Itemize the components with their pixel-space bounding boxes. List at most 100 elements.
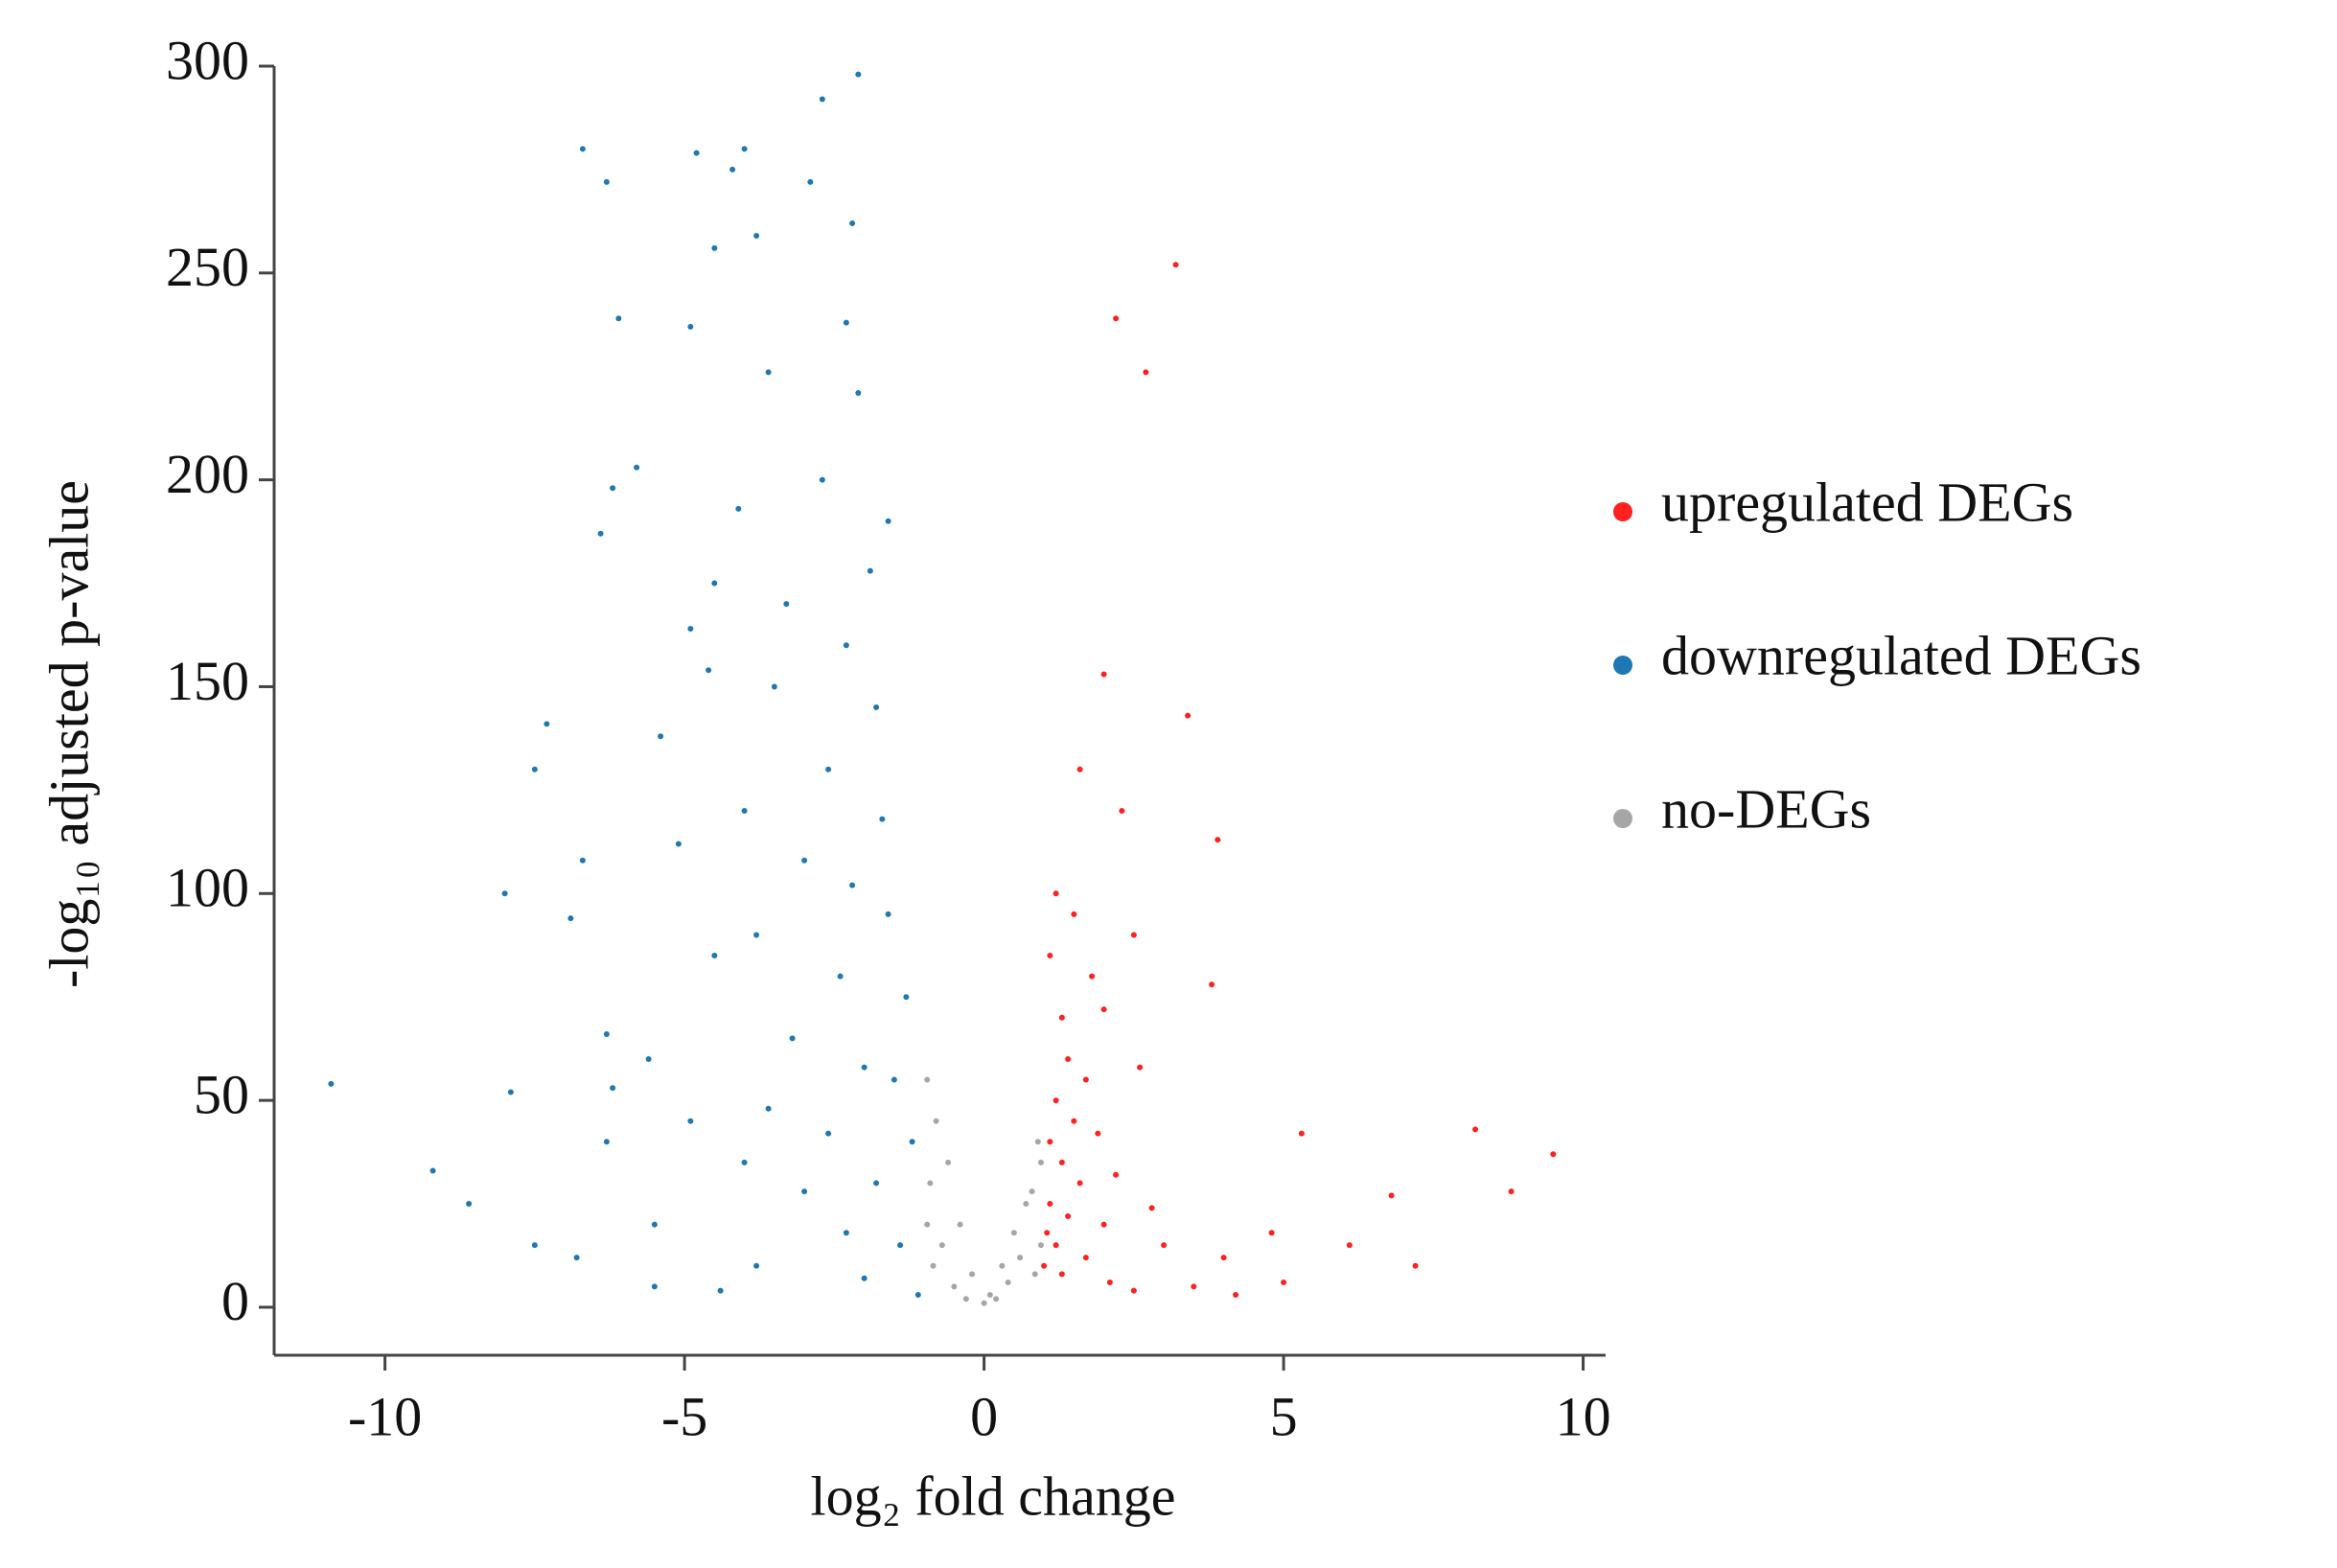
point: [1044, 1230, 1051, 1236]
point: [909, 1139, 915, 1145]
point: [1047, 953, 1053, 959]
point: [861, 1064, 868, 1071]
point: [501, 890, 508, 897]
point: [885, 518, 891, 524]
point: [1412, 1262, 1419, 1269]
y-tick-label: 250: [166, 236, 249, 298]
point: [1010, 1230, 1017, 1236]
point: [1095, 1130, 1101, 1137]
point: [1268, 1230, 1275, 1236]
point: [969, 1271, 976, 1278]
point: [789, 1035, 796, 1042]
point: [1130, 1287, 1137, 1294]
point: [849, 220, 856, 227]
point: [1071, 1118, 1077, 1124]
point: [687, 626, 694, 633]
point: [962, 1296, 969, 1303]
point: [507, 1089, 514, 1095]
point: [1071, 911, 1077, 917]
x-tick-label: 5: [1270, 1385, 1298, 1447]
point: [1100, 1221, 1107, 1228]
point: [951, 1283, 958, 1290]
point: [741, 807, 748, 814]
point: [687, 1118, 694, 1124]
y-tick-label: 200: [166, 443, 249, 505]
point: [1037, 1242, 1044, 1249]
point: [1148, 1205, 1155, 1211]
point: [1191, 1283, 1197, 1290]
point: [687, 323, 694, 330]
legend-label: no-DEGs: [1661, 777, 1871, 840]
point: [753, 232, 760, 239]
point: [1047, 1201, 1053, 1208]
y-axis-label: -log₁₀ adjusted p-value: [37, 480, 100, 988]
point: [544, 721, 550, 727]
point: [1065, 1212, 1072, 1219]
point: [1100, 671, 1107, 678]
point: [1172, 262, 1179, 268]
point: [579, 146, 586, 152]
point: [891, 1076, 897, 1083]
point: [711, 244, 718, 251]
point: [825, 766, 832, 772]
point: [1130, 932, 1137, 938]
point: [658, 733, 664, 740]
point: [930, 1262, 937, 1269]
legend-label: downregulated DEGs: [1661, 624, 2141, 686]
point: [741, 1159, 748, 1165]
point: [801, 857, 808, 864]
point: [1037, 1159, 1044, 1165]
point: [1388, 1192, 1395, 1199]
point: [1089, 973, 1096, 980]
point: [873, 1180, 880, 1187]
point: [843, 319, 849, 326]
point: [801, 1188, 808, 1195]
point: [1113, 1171, 1120, 1178]
point: [1113, 315, 1120, 322]
point: [675, 841, 682, 847]
point: [711, 953, 718, 959]
point: [753, 1262, 760, 1269]
point: [1106, 1280, 1113, 1286]
point: [717, 1287, 724, 1294]
point: [867, 567, 873, 574]
point: [938, 1242, 945, 1249]
point: [1472, 1126, 1479, 1133]
point: [1298, 1130, 1305, 1137]
point: [843, 642, 849, 649]
point: [897, 1242, 904, 1249]
point: [957, 1221, 963, 1228]
point: [885, 911, 891, 917]
point: [1119, 807, 1125, 814]
point: [903, 994, 910, 1001]
y-tick-label: 150: [166, 650, 249, 712]
point: [914, 1291, 921, 1298]
point: [1508, 1188, 1515, 1195]
point: [597, 530, 604, 537]
point: [999, 1262, 1006, 1269]
x-tick-label: -10: [348, 1385, 422, 1447]
point: [981, 1300, 987, 1306]
point: [1082, 1255, 1089, 1261]
point: [1058, 1014, 1065, 1021]
point: [741, 146, 748, 152]
point: [603, 1031, 610, 1038]
point: [466, 1201, 473, 1208]
legend-marker: [1613, 502, 1632, 521]
point: [1047, 1139, 1053, 1145]
point: [735, 505, 742, 512]
point: [1053, 1097, 1059, 1104]
point: [651, 1283, 658, 1290]
point: [610, 485, 616, 492]
point: [1076, 766, 1083, 772]
point: [849, 882, 856, 888]
x-axis-label: log₂ fold change: [811, 1464, 1176, 1527]
legend-marker: [1613, 809, 1632, 828]
point: [1058, 1159, 1065, 1165]
point: [1082, 1076, 1089, 1083]
point: [531, 1242, 538, 1249]
point: [1005, 1280, 1011, 1286]
point: [603, 1139, 610, 1145]
point: [603, 178, 610, 185]
point: [1058, 1271, 1065, 1278]
